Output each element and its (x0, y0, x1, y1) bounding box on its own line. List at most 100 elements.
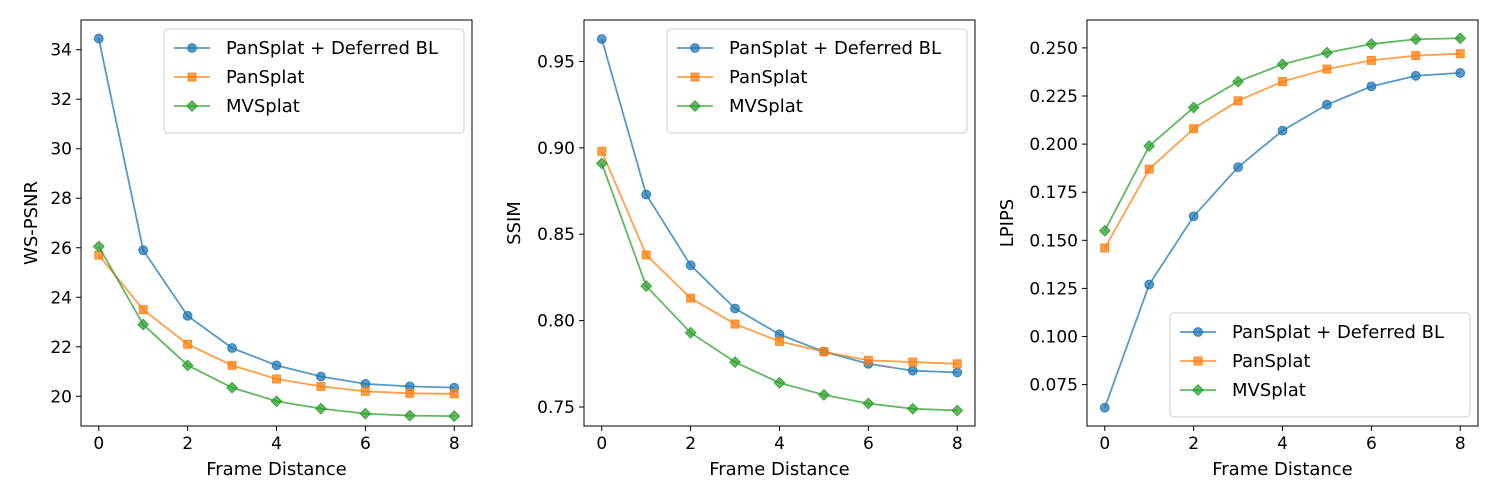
legend-label: MVSplat (226, 96, 300, 117)
x-tick-label: 8 (1455, 434, 1466, 454)
data-point (1189, 124, 1199, 134)
legend-label: PanSplat (729, 67, 807, 88)
y-tick-label: 26 (50, 239, 72, 259)
x-axis-label: Frame Distance (1212, 459, 1353, 480)
x-tick-label: 6 (863, 434, 874, 454)
data-point (641, 250, 651, 260)
data-point (405, 388, 415, 398)
data-point (270, 395, 283, 408)
data-point (686, 293, 696, 303)
legend: PanSplat + Deferred BL PanSplat MVSplat (163, 28, 465, 134)
data-point (773, 376, 786, 389)
x-axis-label: Frame Distance (709, 459, 850, 480)
legend-marker (690, 72, 700, 82)
data-point (1188, 211, 1199, 222)
data-point (137, 318, 150, 331)
data-point (641, 189, 652, 200)
data-point (183, 339, 193, 349)
series-square (1100, 49, 1465, 253)
data-point (448, 410, 461, 423)
y-tick-label: 0.250 (1029, 39, 1078, 59)
data-point (684, 326, 697, 339)
x-tick-label: 4 (774, 434, 785, 454)
y-axis-label: LPIPS (997, 199, 1018, 247)
legend-entry: PanSplat + Deferred BL (1180, 322, 1444, 343)
data-point (862, 397, 875, 410)
data-point (1144, 279, 1155, 290)
y-tick-label: 0.075 (1029, 376, 1078, 396)
x-tick-label: 8 (449, 434, 460, 454)
legend: PanSplat + Deferred BL PanSplat MVSplat (666, 28, 968, 134)
data-point (640, 280, 653, 293)
y-tick-label: 24 (50, 288, 72, 308)
data-point (1098, 224, 1111, 237)
data-point (316, 371, 326, 382)
legend-marker (187, 43, 197, 53)
x-tick-label: 8 (952, 434, 963, 454)
data-point (1455, 68, 1466, 78)
legend-marker (185, 99, 199, 113)
legend-label: PanSplat (226, 67, 304, 88)
data-point (359, 407, 372, 420)
legend: PanSplat + Deferred BL PanSplat MVSplat (1169, 312, 1471, 418)
legend-marker (690, 43, 700, 53)
y-tick-label: 0.175 (1029, 183, 1078, 203)
data-point (597, 146, 607, 156)
data-point (1366, 81, 1377, 92)
data-point (272, 374, 281, 384)
legend-box (1169, 312, 1471, 418)
legend-entry: PanSplat + Deferred BL (174, 38, 438, 59)
data-point (1366, 55, 1376, 65)
data-point (817, 388, 830, 401)
data-point (227, 343, 237, 353)
legend-entry: PanSplat (677, 67, 807, 88)
data-point (952, 359, 962, 369)
data-point (271, 360, 282, 371)
data-point (1187, 101, 1200, 114)
data-point (952, 367, 963, 378)
legend-label: PanSplat + Deferred BL (729, 38, 941, 59)
series-diamond (595, 157, 964, 417)
data-point (181, 359, 194, 372)
legend-label: MVSplat (1232, 380, 1306, 401)
y-tick-label: 34 (50, 41, 72, 61)
legend-entry: PanSplat + Deferred BL (677, 38, 941, 59)
data-point (1100, 243, 1110, 253)
y-axis-label: WS-PSNR (21, 181, 42, 265)
data-point (730, 319, 740, 329)
chart-panel-3: 0 2 4 6 8 0.075 0.100 0.125 0.150 0.175 0.200 0.225… (997, 19, 1479, 480)
legend-box (163, 28, 465, 134)
data-point (316, 381, 326, 391)
data-point (227, 360, 237, 370)
y-tick-label: 0.90 (537, 139, 575, 159)
data-point (1233, 162, 1243, 173)
y-tick-label: 22 (50, 338, 72, 358)
data-point (182, 310, 193, 321)
x-tick-label: 0 (93, 434, 104, 454)
y-tick-label: 0.85 (537, 225, 575, 245)
y-tick-label: 20 (50, 387, 72, 407)
data-point (226, 381, 239, 394)
series-square (597, 146, 962, 369)
data-point (1454, 32, 1467, 45)
legend-entry: PanSplat (1180, 351, 1310, 372)
y-axis-label: SSIM (504, 201, 525, 245)
series-diamond (1098, 32, 1467, 237)
legend-marker (187, 72, 197, 82)
data-point (819, 347, 829, 357)
series-circle (93, 33, 460, 393)
data-point (1144, 164, 1154, 174)
x-tick-label: 6 (360, 434, 371, 454)
data-point (360, 386, 370, 396)
legend-label: MVSplat (729, 96, 803, 117)
y-tick-label: 0.125 (1029, 279, 1078, 299)
data-point (1409, 33, 1422, 46)
data-point (92, 240, 105, 253)
chart-panel-2: 0 2 4 6 8 0.75 0.80 0.85 0.90 0.95 Frame Distance S… (504, 19, 976, 480)
legend-marker (688, 99, 702, 113)
legend-label: PanSplat + Deferred BL (226, 38, 438, 59)
x-tick-label: 2 (182, 434, 193, 454)
x-tick-label: 0 (1099, 434, 1110, 454)
y-tick-label: 0.80 (537, 312, 575, 332)
